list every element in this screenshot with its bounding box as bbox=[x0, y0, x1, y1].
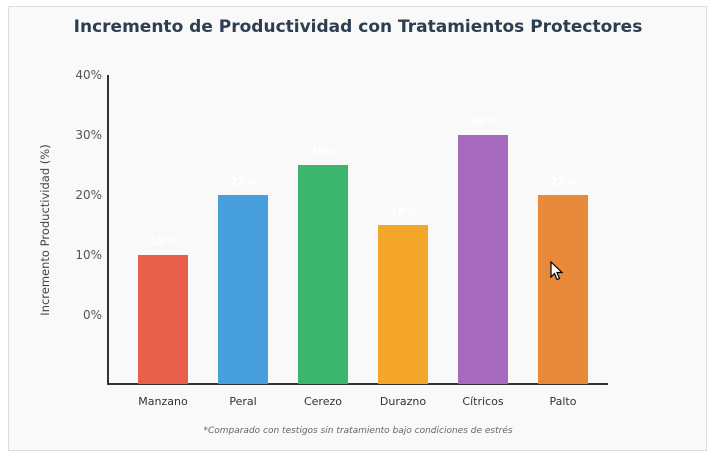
x-tick-label: Cerezo bbox=[303, 395, 342, 408]
x-tick-label: Manzano bbox=[138, 395, 188, 408]
x-tick-label: Cítricos bbox=[462, 395, 504, 408]
x-axis-line bbox=[107, 383, 608, 385]
bar-cerezo bbox=[298, 165, 348, 384]
bar-value-label: 22% bbox=[549, 175, 577, 188]
bar-value-label: 35% bbox=[469, 115, 497, 128]
y-tick-label: 0% bbox=[82, 308, 102, 322]
x-tick-label: Durazno bbox=[379, 395, 427, 408]
y-tick-label: 30% bbox=[75, 128, 102, 142]
chart-card bbox=[8, 6, 707, 451]
bar-manzano bbox=[138, 255, 188, 384]
y-tick-label: 10% bbox=[75, 248, 102, 262]
bar-durazno bbox=[378, 225, 428, 384]
bar-peral bbox=[218, 195, 268, 384]
chart-title: Incremento de Productividad con Tratamie… bbox=[73, 17, 643, 37]
x-tick-label: Peral bbox=[229, 395, 257, 408]
bar-value-label: 28% bbox=[309, 145, 337, 158]
mouse-cursor-icon bbox=[550, 261, 564, 281]
bar-value-label: 18% bbox=[389, 205, 417, 218]
bar-palto bbox=[538, 195, 588, 384]
footnote: *Comparado con testigos sin tratamiento … bbox=[203, 426, 513, 436]
y-axis-line bbox=[107, 75, 109, 385]
bar-cítricos bbox=[458, 135, 508, 384]
bar-value-label: 15% bbox=[149, 235, 177, 248]
bar-value-label: 22% bbox=[229, 175, 257, 188]
y-tick-label: 20% bbox=[75, 188, 102, 202]
y-axis-label: Incremento Productividad (%) bbox=[38, 144, 52, 316]
x-tick-label: Palto bbox=[549, 395, 577, 408]
y-tick-label: 40% bbox=[75, 68, 102, 82]
